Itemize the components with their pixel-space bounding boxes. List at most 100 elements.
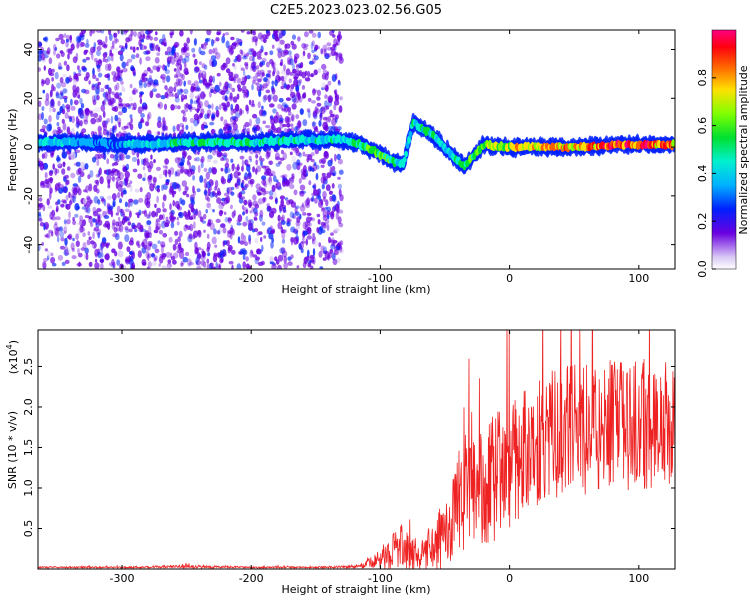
noise-speckle bbox=[102, 120, 108, 128]
noise-speckle bbox=[275, 179, 279, 183]
noise-speckle bbox=[246, 52, 249, 57]
noise-speckle bbox=[42, 261, 47, 269]
noise-speckle bbox=[319, 226, 324, 231]
noise-speckle bbox=[137, 31, 142, 40]
noise-speckle bbox=[92, 231, 95, 240]
noise-speckle bbox=[71, 40, 75, 44]
noise-speckle bbox=[49, 107, 52, 113]
noise-speckle bbox=[233, 75, 237, 84]
noise-speckle bbox=[110, 115, 114, 124]
noise-speckle bbox=[281, 229, 286, 234]
noise-speckle bbox=[59, 183, 64, 189]
noise-speckle bbox=[293, 146, 299, 154]
noise-speckle bbox=[55, 228, 60, 237]
noise-speckle bbox=[63, 60, 68, 66]
noise-speckle bbox=[248, 266, 251, 269]
noise-speckle bbox=[170, 212, 174, 217]
noise-speckle bbox=[156, 52, 161, 56]
noise-speckle bbox=[243, 176, 246, 181]
spectrogram-y-tick-label: 0 bbox=[22, 144, 35, 151]
noise-speckle bbox=[120, 69, 123, 74]
noise-speckle bbox=[135, 88, 139, 93]
noise-speckle bbox=[264, 171, 270, 176]
noise-speckle bbox=[217, 204, 224, 210]
noise-speckle bbox=[97, 126, 102, 135]
noise-speckle bbox=[64, 237, 68, 246]
noise-speckle bbox=[204, 100, 209, 108]
noise-speckle bbox=[229, 92, 233, 100]
noise-speckle bbox=[44, 77, 51, 86]
noise-speckle bbox=[252, 31, 256, 36]
noise-speckle bbox=[168, 91, 173, 97]
noise-speckle bbox=[56, 157, 61, 162]
noise-speckle bbox=[266, 151, 271, 158]
noise-speckle bbox=[230, 43, 237, 50]
noise-speckle bbox=[322, 69, 328, 74]
noise-speckle bbox=[187, 103, 193, 110]
noise-speckle bbox=[274, 79, 278, 87]
noise-speckle bbox=[77, 36, 82, 43]
noise-speckle bbox=[314, 197, 318, 204]
noise-speckle bbox=[265, 34, 269, 40]
noise-speckle bbox=[106, 158, 110, 165]
noise-speckle bbox=[128, 228, 133, 233]
noise-speckle bbox=[220, 167, 224, 172]
noise-speckle bbox=[139, 187, 143, 193]
noise-speckle bbox=[210, 262, 214, 268]
noise-speckle bbox=[333, 204, 337, 211]
noise-speckle bbox=[79, 215, 83, 222]
noise-speckle bbox=[182, 191, 187, 196]
noise-speckle bbox=[275, 162, 281, 167]
noise-speckle bbox=[112, 201, 116, 208]
noise-speckle bbox=[221, 201, 226, 207]
noise-speckle bbox=[176, 58, 182, 66]
noise-speckle bbox=[145, 35, 151, 40]
noise-speckle bbox=[115, 159, 120, 163]
noise-speckle bbox=[334, 227, 340, 232]
noise-speckle bbox=[277, 254, 284, 262]
noise-speckle bbox=[292, 161, 298, 170]
noise-speckle bbox=[178, 122, 184, 128]
noise-speckle bbox=[56, 122, 60, 127]
noise-speckle bbox=[94, 226, 100, 232]
noise-speckle bbox=[141, 73, 148, 77]
noise-speckle bbox=[177, 236, 181, 243]
noise-speckle bbox=[284, 73, 288, 81]
noise-speckle bbox=[311, 259, 315, 264]
noise-speckle bbox=[280, 216, 284, 223]
noise-speckle bbox=[188, 233, 193, 240]
noise-speckle bbox=[200, 155, 205, 163]
noise-speckle bbox=[259, 155, 262, 162]
noise-speckle bbox=[300, 62, 304, 69]
noise-speckle bbox=[291, 155, 297, 163]
noise-speckle bbox=[296, 163, 301, 171]
noise-speckle bbox=[278, 30, 284, 39]
noise-speckle bbox=[38, 197, 43, 202]
noise-speckle bbox=[38, 157, 41, 164]
noise-speckle bbox=[255, 82, 260, 86]
noise-speckle bbox=[108, 33, 113, 41]
noise-speckle bbox=[207, 104, 212, 109]
noise-speckle bbox=[107, 87, 112, 95]
noise-speckle bbox=[74, 149, 81, 153]
noise-speckle bbox=[201, 44, 207, 50]
noise-speckle bbox=[324, 84, 329, 92]
noise-speckle bbox=[94, 218, 99, 223]
noise-speckle bbox=[318, 120, 322, 127]
noise-speckle bbox=[101, 198, 105, 202]
noise-speckle bbox=[337, 34, 341, 43]
noise-speckle bbox=[268, 173, 273, 177]
noise-speckle bbox=[319, 112, 323, 121]
noise-speckle bbox=[76, 122, 80, 129]
noise-speckle bbox=[44, 36, 49, 43]
noise-speckle bbox=[252, 126, 258, 131]
noise-speckle bbox=[142, 262, 147, 266]
noise-speckle bbox=[277, 103, 282, 110]
noise-speckle bbox=[105, 35, 108, 44]
noise-speckle bbox=[252, 113, 258, 119]
noise-speckle bbox=[44, 178, 50, 185]
noise-speckle bbox=[302, 212, 307, 216]
noise-speckle bbox=[138, 226, 143, 233]
noise-speckle bbox=[71, 127, 75, 134]
noise-speckle bbox=[147, 77, 153, 86]
